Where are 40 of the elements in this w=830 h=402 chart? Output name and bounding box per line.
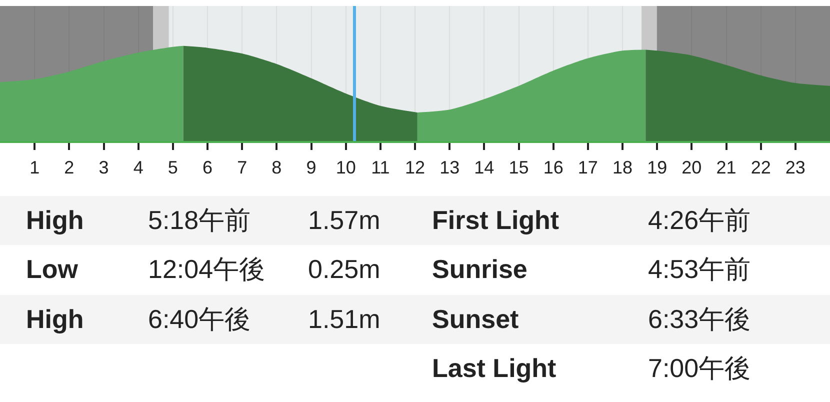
x-tick-label: 1: [30, 158, 40, 178]
x-tick-label: 12: [404, 158, 426, 178]
text: 1.57m: [308, 204, 380, 237]
x-tick-label: 7: [237, 158, 248, 178]
x-tick-label: 4: [133, 158, 144, 178]
x-tick-label: 3: [98, 158, 109, 178]
text: Low: [26, 253, 78, 286]
text: High: [26, 302, 84, 336]
text: Last Light: [432, 352, 556, 385]
text: 6:40午後: [148, 302, 251, 336]
x-tick-label: 6: [202, 158, 213, 178]
text: High: [26, 204, 84, 237]
x-tick-label: 9: [306, 158, 316, 178]
x-tick-label: 14: [474, 158, 494, 178]
text: Sunset: [432, 302, 519, 336]
x-tick-label: 22: [750, 158, 771, 178]
x-tick-label: 5: [168, 158, 178, 178]
x-tick-label: 23: [785, 158, 806, 178]
x-tick-label: 15: [508, 158, 529, 178]
x-tick-label: 19: [647, 158, 668, 178]
text: 6:33午後: [648, 302, 751, 336]
x-tick-label: 2: [64, 158, 74, 178]
text: 4:53午前: [648, 253, 751, 286]
x-tick-label: 10: [336, 158, 356, 178]
x-tick-label: 21: [716, 158, 736, 178]
text: 5:18午前: [148, 204, 251, 237]
text: Sunrise: [432, 253, 528, 286]
text: 4:26午前: [648, 204, 751, 237]
x-tick-label: 18: [612, 158, 633, 178]
x-tick-label: 16: [543, 158, 564, 178]
x-tick-label: 17: [578, 158, 598, 178]
x-tick-label: 20: [682, 158, 702, 178]
x-tick-label: 13: [440, 158, 460, 178]
text: First Light: [432, 204, 560, 237]
x-tick-label: 11: [371, 158, 390, 178]
text: 12:04午後: [148, 253, 266, 286]
x-tick-label: 8: [272, 158, 282, 178]
text: 0.25m: [308, 253, 380, 286]
text: 1.51m: [308, 302, 380, 336]
text: 7:00午後: [648, 352, 751, 385]
